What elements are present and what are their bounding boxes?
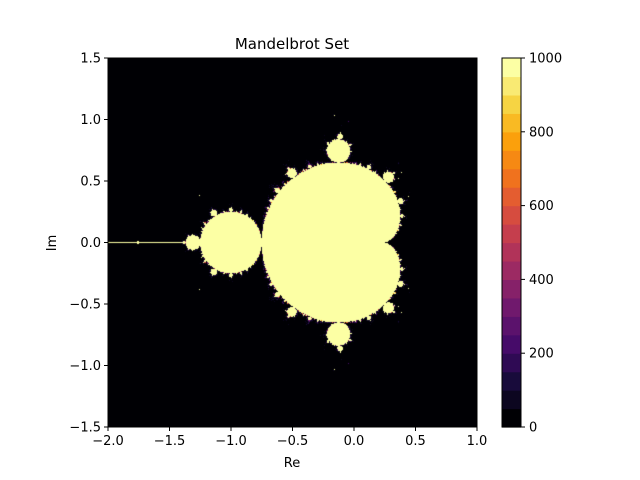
x-tick-label: −1.0 bbox=[215, 434, 247, 449]
colorbar-level bbox=[502, 353, 521, 373]
colorbar-level bbox=[502, 408, 521, 428]
x-axis-label: Re bbox=[284, 456, 300, 471]
y-tick-label: 1.5 bbox=[80, 52, 101, 67]
x-tick-label: −0.5 bbox=[277, 434, 309, 449]
colorbar-level bbox=[502, 131, 521, 151]
colorbar-level bbox=[502, 371, 521, 391]
colorbar-level bbox=[502, 205, 521, 225]
colorbar-level bbox=[502, 390, 521, 410]
y-tick-label: 1.0 bbox=[80, 113, 101, 128]
y-tick-label: −1.0 bbox=[69, 359, 101, 374]
plot-area bbox=[107, 57, 478, 428]
colorbar-level bbox=[502, 113, 521, 133]
y-tick-label: −1.5 bbox=[69, 421, 101, 436]
colorbar-level bbox=[502, 279, 521, 299]
colorbar-level bbox=[502, 316, 521, 336]
colorbar-tick-label: 400 bbox=[529, 273, 554, 288]
colorbar-tick-label: 200 bbox=[529, 347, 554, 362]
colorbar-level bbox=[502, 150, 521, 170]
colorbar-tick-label: 800 bbox=[529, 125, 554, 140]
colorbar-level bbox=[502, 168, 521, 188]
colorbar-frame bbox=[501, 57, 522, 428]
colorbar: 0 200 400 600 800 1000 bbox=[501, 52, 562, 436]
colorbar-level bbox=[502, 260, 521, 280]
colorbar-level bbox=[502, 187, 521, 207]
x-tick-label: 1.0 bbox=[467, 434, 488, 449]
x-tick-label: 0.5 bbox=[405, 434, 426, 449]
colorbar-level bbox=[502, 94, 521, 114]
y-tick-label: −0.5 bbox=[69, 298, 101, 313]
x-tick-label: 0.0 bbox=[344, 434, 365, 449]
x-axis: −2.0 −1.5 −1.0 −0.5 0.0 0.5 1.0 bbox=[92, 427, 487, 449]
colorbar-level bbox=[502, 58, 521, 78]
y-axis: −1.5 −1.0 −0.5 0.0 0.5 1.0 1.5 bbox=[69, 52, 108, 436]
colorbar-level bbox=[502, 297, 521, 317]
colorbar-tick-label: 1000 bbox=[529, 52, 562, 67]
colorbar-level bbox=[502, 224, 521, 244]
x-tick-label: −1.5 bbox=[154, 434, 186, 449]
x-tick-label: −2.0 bbox=[92, 434, 124, 449]
y-tick-label: 0.5 bbox=[80, 175, 101, 190]
colorbar-level bbox=[502, 334, 521, 354]
colorbar-tick-label: 0 bbox=[529, 421, 537, 436]
y-axis-label: Im bbox=[45, 235, 60, 252]
y-tick-label: 0.0 bbox=[80, 236, 101, 251]
mandelbrot-heatmap-image bbox=[108, 58, 477, 427]
colorbar-level bbox=[502, 76, 521, 96]
chart-title: Mandelbrot Set bbox=[235, 35, 349, 53]
colorbar-level bbox=[502, 242, 521, 262]
colorbar-tick-label: 600 bbox=[529, 199, 554, 214]
